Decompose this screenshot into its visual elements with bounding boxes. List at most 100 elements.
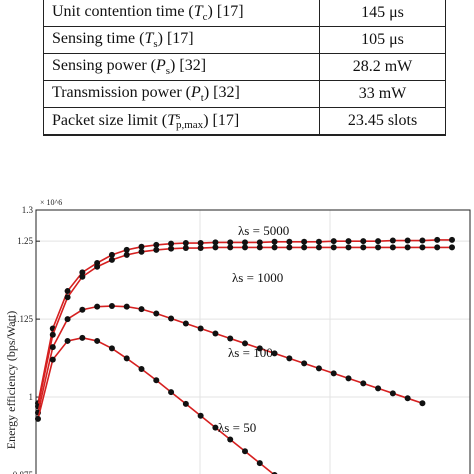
data-point xyxy=(301,238,308,245)
data-point xyxy=(301,360,308,367)
data-point xyxy=(168,245,175,252)
data-point xyxy=(256,460,263,467)
data-point xyxy=(449,244,455,251)
data-point xyxy=(94,303,101,310)
parameter-value: 23.45 slots xyxy=(319,107,446,136)
data-point xyxy=(330,370,337,377)
data-point xyxy=(35,415,41,422)
data-point xyxy=(271,350,278,357)
data-point xyxy=(64,294,71,301)
data-point xyxy=(404,395,411,402)
data-point xyxy=(182,400,189,407)
data-point xyxy=(242,244,248,251)
data-point xyxy=(330,244,337,251)
table-row: Transmission power (Pt) [32] 33 mW xyxy=(43,80,446,108)
data-point xyxy=(79,273,86,280)
data-point xyxy=(49,331,56,338)
data-point xyxy=(168,315,175,322)
table-row: Sensing time (Ts) [17] 105 μs xyxy=(43,26,446,54)
data-point xyxy=(197,412,204,419)
data-point xyxy=(123,355,130,362)
data-point xyxy=(79,269,86,276)
data-point xyxy=(108,345,115,352)
data-point xyxy=(404,237,411,244)
data-point xyxy=(389,390,396,397)
data-point xyxy=(182,320,189,327)
table-row: Sensing power (Ps) [32] 28.2 mW xyxy=(43,53,446,81)
data-point xyxy=(212,239,219,246)
data-point xyxy=(182,240,189,247)
y-tick-label: 1.25 xyxy=(17,236,33,246)
y-tick-label: 1.125 xyxy=(13,314,34,324)
data-point xyxy=(375,244,382,251)
data-point xyxy=(79,334,86,341)
plot-frame xyxy=(35,209,471,474)
data-point xyxy=(138,243,145,250)
data-point xyxy=(138,366,145,372)
data-point xyxy=(227,244,234,251)
data-point xyxy=(375,238,382,245)
data-point xyxy=(256,345,263,352)
data-point xyxy=(64,288,71,295)
parameter-table: Unit contention time (Tc) [17] 145 μs Sens… xyxy=(43,0,446,136)
data-point xyxy=(168,389,175,396)
data-point xyxy=(212,244,219,251)
parameter-value: 33 mW xyxy=(319,80,446,108)
data-point xyxy=(434,236,441,243)
series-annotation: λs = 50 xyxy=(218,420,256,435)
series-3 xyxy=(35,334,278,474)
data-point xyxy=(153,310,160,317)
data-point xyxy=(197,325,204,332)
parameter-value: 28.2 mW xyxy=(319,53,446,81)
table-row: Packet size limit (Ts p,max) [17] 23.45 sl… xyxy=(43,107,446,136)
parameter-name: Unit contention time (Tc) [17] xyxy=(43,0,320,27)
data-point xyxy=(227,436,234,443)
data-point xyxy=(108,256,115,263)
y-axis-label: Energy efficiency (bps/Watt) xyxy=(4,311,18,450)
data-point xyxy=(286,355,293,362)
data-point xyxy=(94,337,101,344)
series-2 xyxy=(35,303,426,416)
data-point xyxy=(360,380,367,387)
y-tick-label: 1.3 xyxy=(22,205,34,215)
data-point xyxy=(286,244,293,251)
data-point xyxy=(242,239,248,246)
data-point xyxy=(315,244,322,251)
data-point xyxy=(389,237,396,244)
data-point xyxy=(108,303,115,310)
data-point xyxy=(108,251,115,258)
data-point xyxy=(271,244,278,251)
data-point xyxy=(449,236,455,243)
data-point xyxy=(197,240,204,247)
data-point xyxy=(182,245,189,252)
data-point xyxy=(256,239,263,246)
parameter-value: 105 μs xyxy=(319,26,446,54)
data-point xyxy=(434,244,441,251)
data-point xyxy=(197,245,204,252)
data-point xyxy=(123,303,130,310)
data-point xyxy=(168,240,175,247)
data-point xyxy=(286,238,293,245)
data-point xyxy=(360,238,367,245)
parameter-name: Sensing power (Ps) [32] xyxy=(43,53,320,81)
data-point xyxy=(242,448,248,455)
series-annotation: λs = 1000 xyxy=(232,270,283,285)
series-annotation: λs = 100 xyxy=(228,345,273,360)
data-point xyxy=(242,340,248,347)
data-point xyxy=(419,237,426,244)
data-point xyxy=(271,238,278,245)
parameter-name: Packet size limit (Ts p,max) [17] xyxy=(43,107,320,136)
data-point xyxy=(153,246,160,253)
parameter-name: Sensing time (Ts) [17] xyxy=(43,26,320,54)
parameter-name: Transmission power (Pt) [32] xyxy=(43,80,320,108)
data-point xyxy=(389,244,396,251)
data-point xyxy=(79,306,86,313)
data-point xyxy=(49,344,56,351)
series-0 xyxy=(35,236,455,407)
parameter-value: 145 μs xyxy=(319,0,446,27)
table-row: Unit contention time (Tc) [17] 145 μs xyxy=(43,0,446,27)
energy-efficiency-chart: 1.3 1.25 1.125 1 0.875 × 10^6 Energy efficienc… xyxy=(4,198,471,474)
data-point xyxy=(419,400,426,407)
data-point xyxy=(419,244,426,251)
data-point xyxy=(330,238,337,245)
